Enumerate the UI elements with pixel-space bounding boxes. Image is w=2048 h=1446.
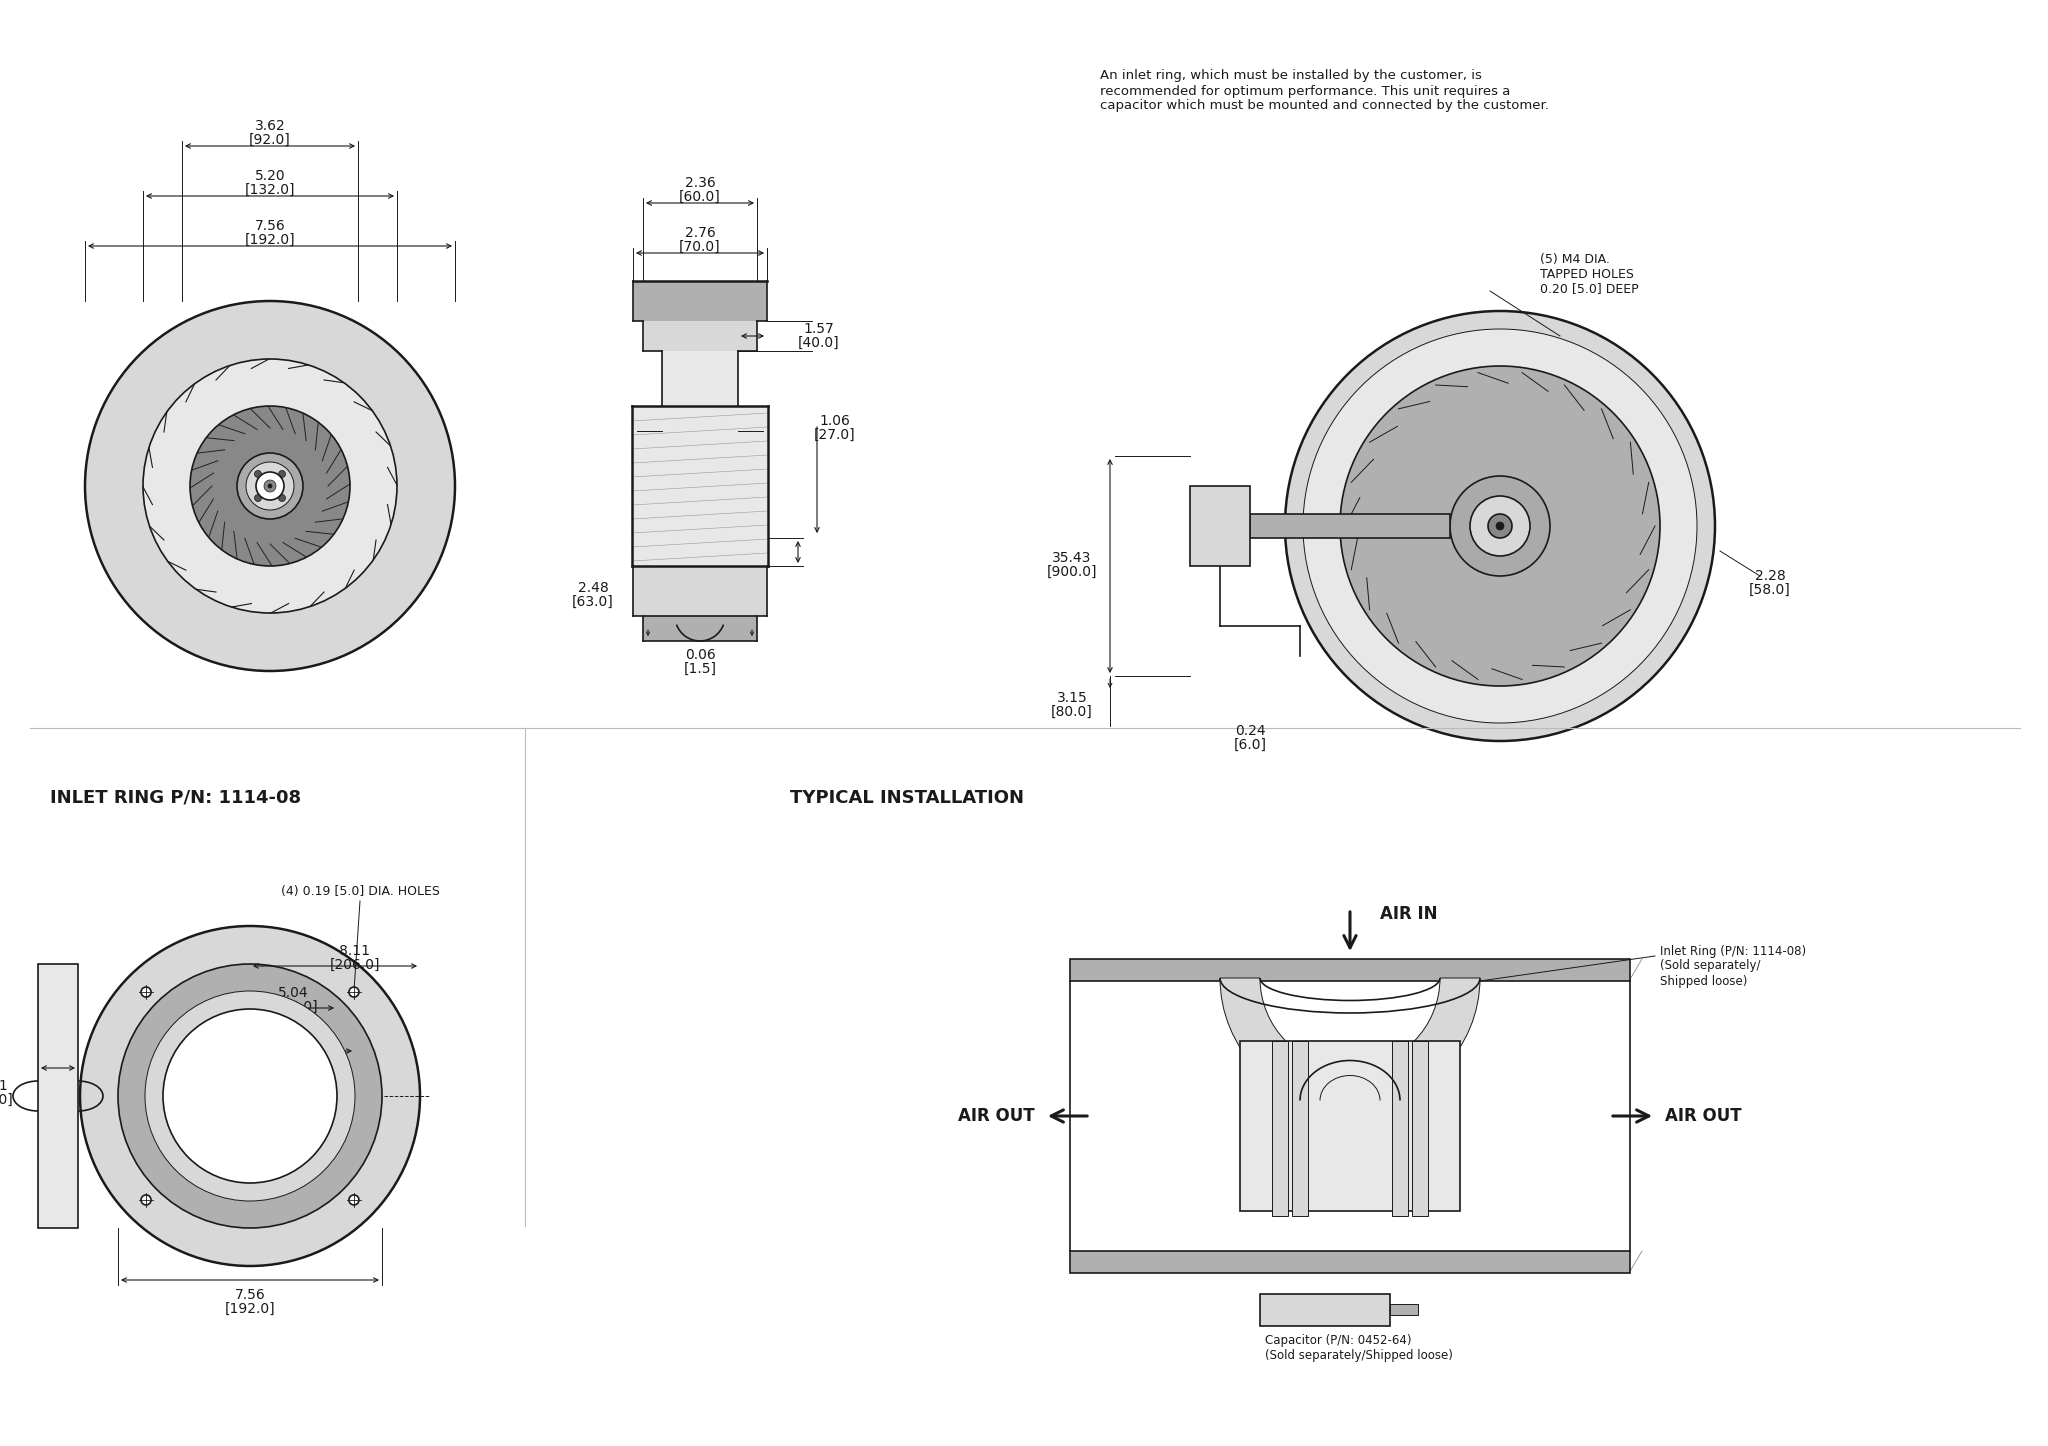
- Circle shape: [145, 991, 354, 1202]
- Circle shape: [141, 988, 152, 998]
- Bar: [1190, 486, 1249, 565]
- Text: AIR IN: AIR IN: [1380, 905, 1438, 923]
- Text: [6.0]: [6.0]: [1233, 737, 1266, 752]
- Text: [132.0]: [132.0]: [246, 184, 295, 197]
- Text: [92.0]: [92.0]: [250, 133, 291, 147]
- Text: [80.0]: [80.0]: [1051, 706, 1094, 719]
- Text: (4) 0.19 [5.0] DIA. HOLES: (4) 0.19 [5.0] DIA. HOLES: [281, 885, 440, 898]
- Text: 5.04: 5.04: [279, 986, 309, 1001]
- Text: 35.43: 35.43: [1053, 551, 1092, 565]
- Text: 7.56: 7.56: [236, 1288, 266, 1301]
- Text: AIR OUT: AIR OUT: [1665, 1108, 1741, 1125]
- Text: 3.15: 3.15: [1057, 691, 1087, 706]
- Bar: [633, 281, 768, 321]
- Circle shape: [1489, 513, 1511, 538]
- Text: [63.0]: [63.0]: [571, 594, 614, 609]
- Bar: [1069, 1251, 1630, 1272]
- Circle shape: [268, 484, 272, 487]
- Text: 3.62: 3.62: [254, 119, 285, 133]
- Circle shape: [143, 359, 397, 613]
- Text: [70.0]: [70.0]: [680, 240, 721, 254]
- Text: [900.0]: [900.0]: [1047, 565, 1098, 578]
- Text: [27.0]: [27.0]: [815, 428, 856, 442]
- Bar: [1393, 1041, 1409, 1216]
- Text: 2.48: 2.48: [578, 581, 608, 594]
- Text: 0.20 [5.0] DEEP: 0.20 [5.0] DEEP: [1540, 282, 1638, 295]
- Circle shape: [264, 480, 276, 492]
- Circle shape: [348, 988, 358, 998]
- Text: TYPICAL INSTALLATION: TYPICAL INSTALLATION: [791, 790, 1024, 807]
- Text: (5) M4 DIA.: (5) M4 DIA.: [1540, 253, 1610, 266]
- Circle shape: [1495, 522, 1503, 531]
- Text: Blower: Blower: [1323, 1119, 1376, 1134]
- Circle shape: [1450, 476, 1550, 576]
- Bar: [1391, 1304, 1417, 1314]
- Text: [40.0]: [40.0]: [799, 335, 840, 350]
- Bar: [1239, 1041, 1460, 1210]
- Text: [128.0]: [128.0]: [268, 1001, 319, 1014]
- Bar: [1249, 513, 1450, 538]
- Circle shape: [80, 925, 420, 1267]
- Text: 1.57: 1.57: [803, 322, 834, 335]
- Text: 2.76: 2.76: [684, 226, 715, 240]
- Circle shape: [1303, 330, 1698, 723]
- Text: 0.51: 0.51: [0, 1079, 8, 1093]
- Text: AIR OUT: AIR OUT: [958, 1108, 1034, 1125]
- Text: [60.0]: [60.0]: [680, 189, 721, 204]
- Circle shape: [348, 1194, 358, 1205]
- Circle shape: [254, 470, 262, 477]
- Text: [1.5]: [1.5]: [684, 662, 717, 675]
- Text: 5.20: 5.20: [254, 169, 285, 184]
- Bar: [1260, 1294, 1391, 1326]
- Wedge shape: [1221, 977, 1481, 1108]
- Bar: [1272, 1041, 1288, 1216]
- Circle shape: [246, 463, 295, 510]
- Bar: [643, 616, 758, 641]
- Text: [58.0]: [58.0]: [1749, 583, 1790, 597]
- Bar: [1292, 1041, 1309, 1216]
- Circle shape: [86, 301, 455, 671]
- Circle shape: [190, 406, 350, 565]
- Text: [192.0]: [192.0]: [225, 1301, 274, 1316]
- Text: 2.28: 2.28: [1755, 568, 1786, 583]
- Circle shape: [238, 453, 303, 519]
- Bar: [643, 321, 758, 351]
- Text: [13.0]: [13.0]: [0, 1093, 14, 1108]
- Text: [192.0]: [192.0]: [244, 233, 295, 247]
- Bar: [633, 565, 768, 616]
- Text: 6.06: 6.06: [301, 1030, 334, 1043]
- Circle shape: [141, 1194, 152, 1205]
- Circle shape: [119, 964, 383, 1228]
- Text: 2.36: 2.36: [684, 176, 715, 189]
- Text: [206.0]: [206.0]: [330, 959, 381, 972]
- Text: INLET RING P/N: 1114-08: INLET RING P/N: 1114-08: [49, 790, 301, 807]
- Bar: [39, 964, 78, 1228]
- Circle shape: [279, 470, 285, 477]
- Text: 0.06: 0.06: [684, 648, 715, 662]
- Text: [154.0]: [154.0]: [293, 1043, 342, 1057]
- Circle shape: [256, 471, 285, 500]
- Text: An inlet ring, which must be installed by the customer, is
recommended for optim: An inlet ring, which must be installed b…: [1100, 69, 1548, 113]
- Text: 0.24: 0.24: [1235, 724, 1266, 737]
- Circle shape: [279, 495, 285, 502]
- Circle shape: [254, 495, 262, 502]
- Text: Inlet Ring (P/N: 1114-08)
(Sold separately/
Shipped loose): Inlet Ring (P/N: 1114-08) (Sold separate…: [1661, 944, 1806, 988]
- Text: TAPPED HOLES: TAPPED HOLES: [1540, 268, 1634, 281]
- Bar: [633, 406, 768, 565]
- Bar: [1069, 959, 1630, 980]
- Bar: [1411, 1041, 1427, 1216]
- Circle shape: [164, 1009, 338, 1183]
- Text: 1.06: 1.06: [819, 414, 850, 428]
- Bar: [662, 351, 737, 406]
- Circle shape: [1470, 496, 1530, 557]
- Circle shape: [1284, 311, 1714, 740]
- Text: 7.56: 7.56: [254, 218, 285, 233]
- Text: Capacitor (P/N: 0452-64)
(Sold separately/Shipped loose): Capacitor (P/N: 0452-64) (Sold separatel…: [1266, 1335, 1452, 1362]
- Text: 8.11: 8.11: [340, 944, 371, 959]
- Circle shape: [1339, 366, 1661, 685]
